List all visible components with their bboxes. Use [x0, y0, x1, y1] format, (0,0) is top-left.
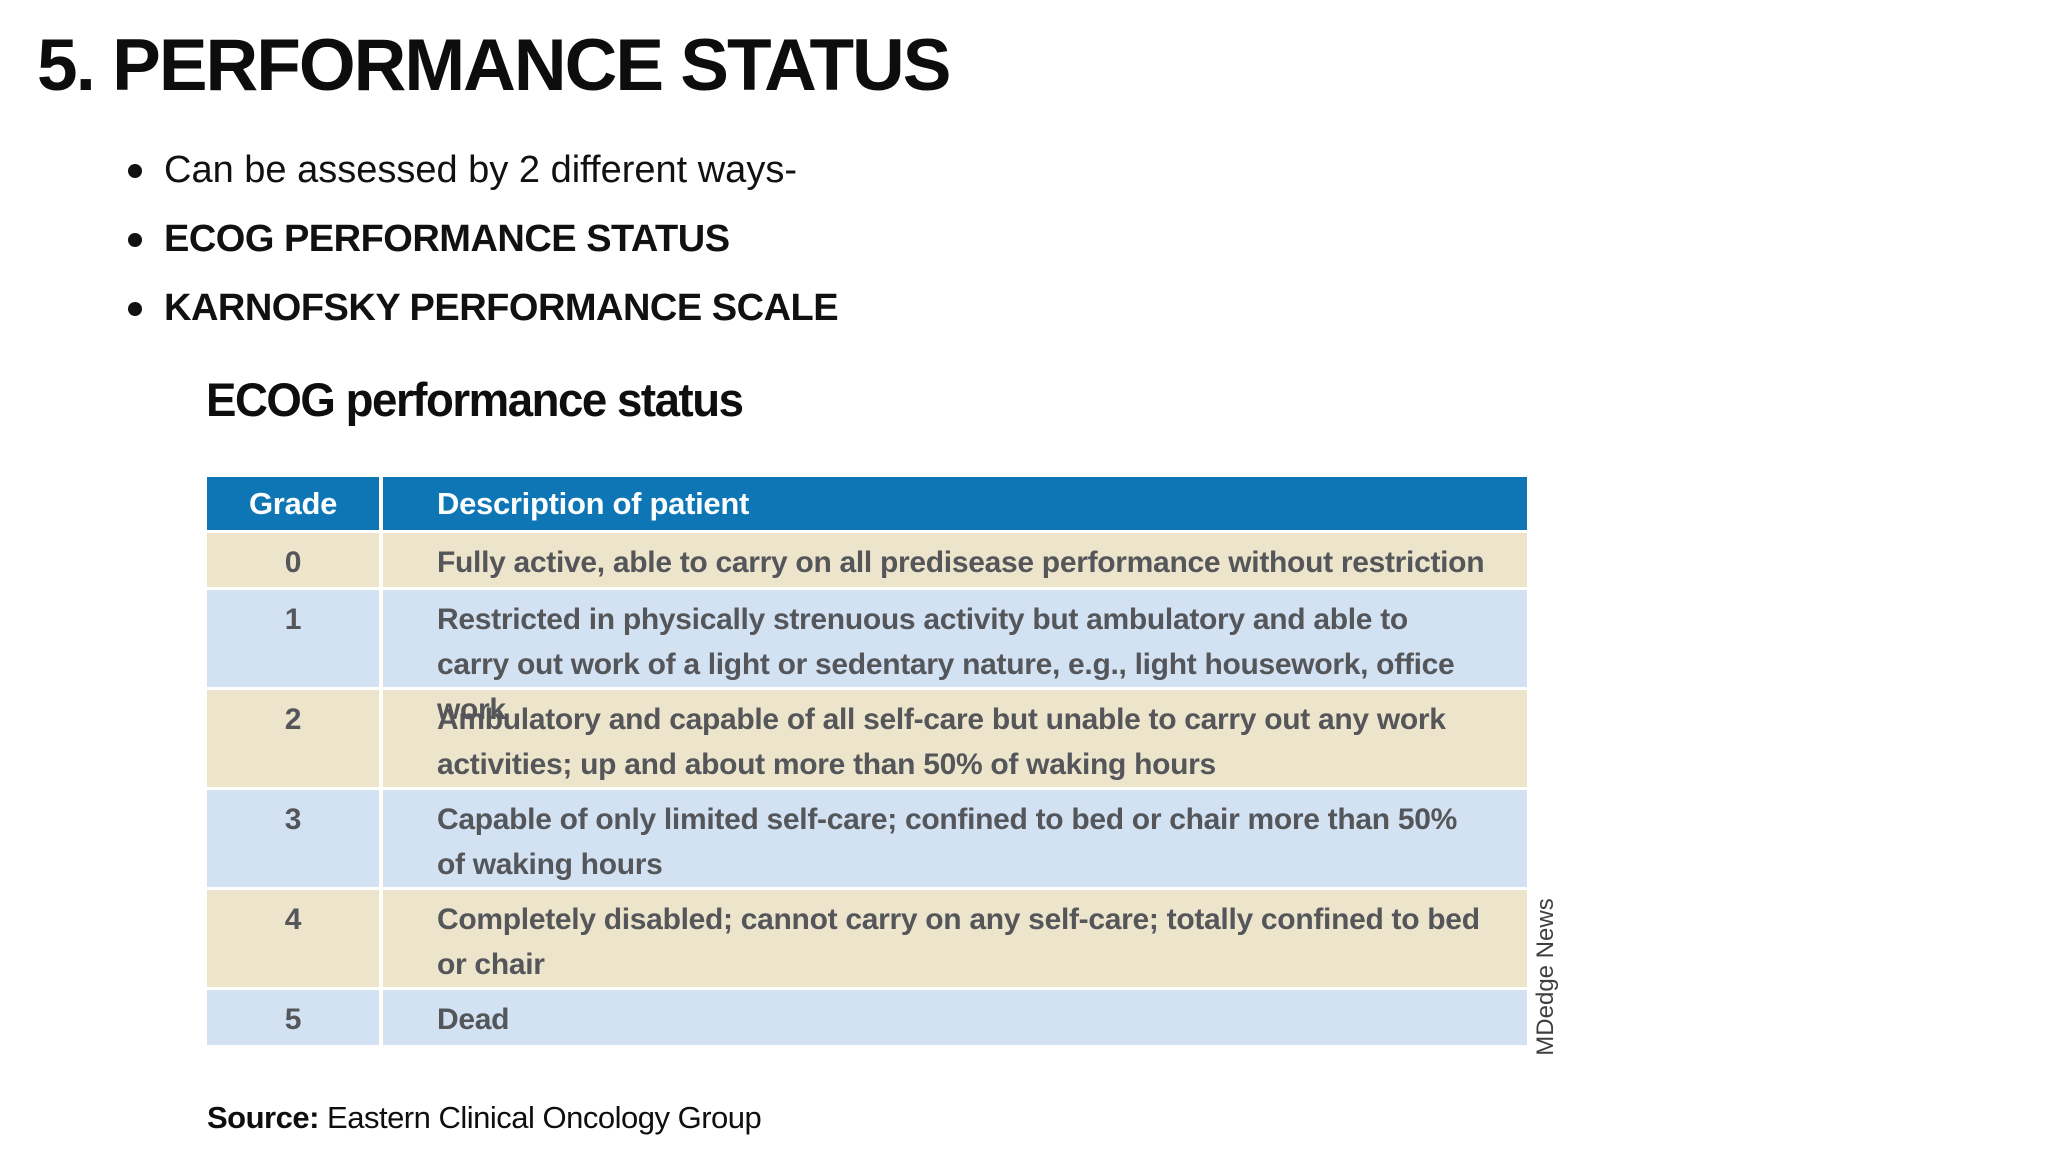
description-cell: Fully active, able to carry on all predi…	[379, 533, 1527, 587]
grade-cell: 2	[284, 703, 302, 736]
description-cell: Ambulatory and capable of all self-care …	[379, 690, 1527, 787]
table-row: 5 Dead	[207, 990, 1527, 1045]
grade-cell: 5	[284, 1003, 302, 1036]
description-cell: Completely disabled; cannot carry on any…	[379, 890, 1527, 987]
bullet-text: KARNOFSKY PERFORMANCE SCALE	[164, 287, 839, 329]
source-line: Source: Eastern Clinical Oncology Group	[207, 1100, 762, 1136]
bullet-item: Can be assessed by 2 different ways-	[128, 136, 838, 205]
table-header-row: Grade Description of patient	[207, 477, 1527, 533]
source-label: Source:	[207, 1100, 319, 1135]
description-cell: Capable of only limited self-care; confi…	[379, 790, 1527, 887]
bullet-item: ECOG PERFORMANCE STATUS	[128, 205, 838, 274]
grade-cell: 4	[284, 903, 302, 936]
bullet-item: KARNOFSKY PERFORMANCE SCALE	[128, 274, 839, 343]
description-cell: Restricted in physically strenuous activ…	[379, 590, 1527, 726]
bullet-dot-icon	[128, 232, 142, 247]
bullet-list: Can be assessed by 2 different ways- ECO…	[128, 136, 839, 343]
grade-cell: 1	[284, 603, 302, 636]
table-row: 1 Restricted in physically strenuous act…	[207, 590, 1527, 726]
bullet-text: Can be assessed by 2 different ways-	[164, 149, 797, 191]
grade-cell: 3	[284, 803, 302, 836]
description-cell: Dead	[379, 990, 1527, 1045]
table-row: 3 Capable of only limited self-care; con…	[207, 790, 1527, 890]
table-row: 2 Ambulatory and capable of all self-car…	[207, 690, 1527, 790]
slide-title: 5. PERFORMANCE STATUS	[37, 25, 951, 106]
table-row: 0 Fully active, able to carry on all pre…	[207, 533, 1527, 590]
figure-heading: ECOG performance status	[206, 373, 744, 426]
bullet-dot-icon	[128, 163, 142, 178]
grade-column-header: Grade	[248, 485, 338, 521]
source-text: Eastern Clinical Oncology Group	[318, 1100, 762, 1135]
credit-vertical-text: MDedge News	[1532, 898, 1559, 1056]
bullet-dot-icon	[128, 301, 142, 316]
bullet-text: ECOG PERFORMANCE STATUS	[164, 218, 730, 260]
description-column-header: Description of patient	[379, 477, 1527, 530]
ecog-performance-table: Grade Description of patient 0 Fully act…	[207, 477, 1527, 1045]
grade-cell: 0	[284, 546, 302, 579]
table-row: 4 Completely disabled; cannot carry on a…	[207, 890, 1527, 990]
